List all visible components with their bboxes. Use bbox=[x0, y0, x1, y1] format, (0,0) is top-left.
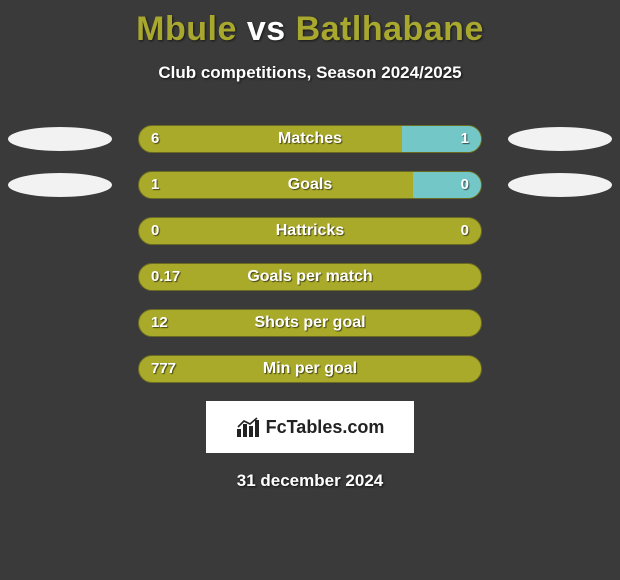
chart-icon bbox=[236, 417, 260, 437]
subtitle: Club competitions, Season 2024/2025 bbox=[0, 63, 620, 83]
stat-label: Goals per match bbox=[139, 264, 481, 291]
vs-text: vs bbox=[247, 10, 286, 48]
stat-label: Matches bbox=[139, 126, 481, 153]
player1-ellipse bbox=[8, 127, 112, 151]
stat-label: Hattricks bbox=[139, 218, 481, 245]
stat-label: Min per goal bbox=[139, 356, 481, 383]
stat-row: 12Shots per goal bbox=[0, 309, 620, 337]
stat-bar: 777Min per goal bbox=[138, 355, 482, 383]
stat-label: Shots per goal bbox=[139, 310, 481, 337]
comparison-rows: 61Matches 10Goals 00Hattricks 0.17Goals per… bbox=[0, 125, 620, 383]
stat-row: 0.17Goals per match bbox=[0, 263, 620, 291]
stat-label: Goals bbox=[139, 172, 481, 199]
page-title: Mbule vs Batlhabane bbox=[0, 0, 620, 49]
logo-text: FcTables.com bbox=[266, 417, 385, 438]
stat-bar: 00Hattricks bbox=[138, 217, 482, 245]
logo-box: FcTables.com bbox=[206, 401, 414, 453]
stat-row: 777Min per goal bbox=[0, 355, 620, 383]
stat-row: 10Goals bbox=[0, 171, 620, 199]
stat-row: 00Hattricks bbox=[0, 217, 620, 245]
stat-bar: 0.17Goals per match bbox=[138, 263, 482, 291]
player2-name: Batlhabane bbox=[296, 10, 484, 48]
player1-name: Mbule bbox=[136, 10, 237, 48]
date-text: 31 december 2024 bbox=[0, 471, 620, 491]
player2-ellipse bbox=[508, 127, 612, 151]
stat-bar: 10Goals bbox=[138, 171, 482, 199]
stat-bar: 12Shots per goal bbox=[138, 309, 482, 337]
player1-ellipse bbox=[8, 173, 112, 197]
stat-bar: 61Matches bbox=[138, 125, 482, 153]
stat-row: 61Matches bbox=[0, 125, 620, 153]
player2-ellipse bbox=[508, 173, 612, 197]
